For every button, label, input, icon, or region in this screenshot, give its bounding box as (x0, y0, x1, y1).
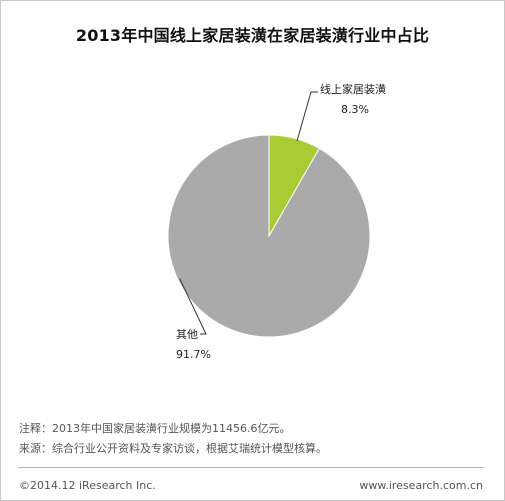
leader-line-0 (296, 91, 318, 142)
slice-value-label-0: 8.3% (341, 103, 369, 116)
note-text: 注释：2013年中国家居装潢行业规模为11456.6亿元。 (19, 422, 291, 435)
slice-value-label-1: 91.7% (176, 348, 211, 361)
source-text: 来源：综合行业公开资料及专家访谈，根据艾瑞统计模型核算。 (19, 442, 327, 455)
leader-line-1 (179, 278, 207, 335)
copyright-text: ©2014.12 iResearch Inc. (19, 479, 156, 492)
site-url: www.iresearch.com.cn (359, 479, 483, 492)
slice-label-0: 线上家居装潢 (320, 82, 386, 96)
footer-divider (18, 467, 484, 468)
slice-label-1: 其他 (176, 328, 198, 341)
pie-slice-1 (167, 134, 371, 338)
chart-title: 2013年中国线上家居装潢在家居装潢行业中占比 (75, 26, 430, 45)
